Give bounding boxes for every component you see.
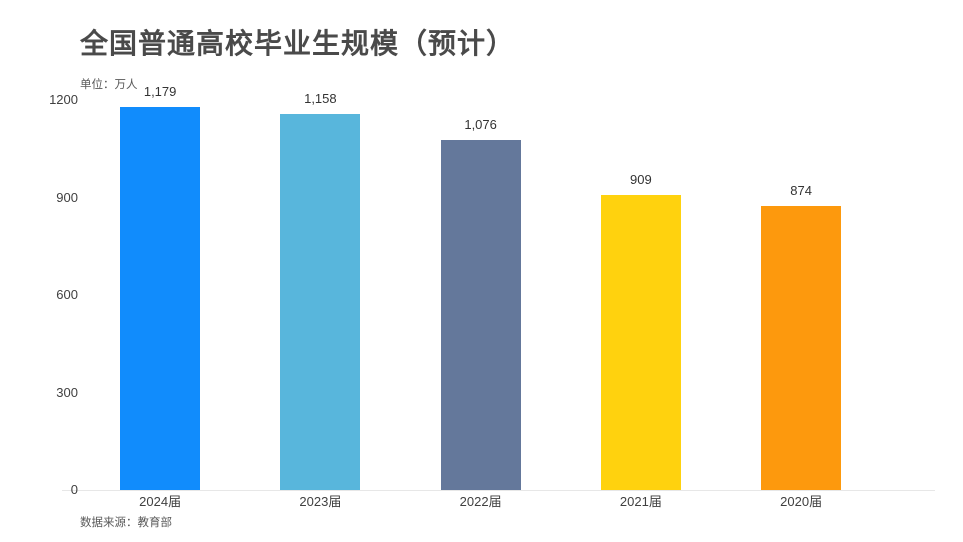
y-tick-label: 300 [56, 384, 78, 400]
data-source: 数据来源：教育部 [80, 517, 172, 529]
x-tick-label: 2022届 [459, 494, 502, 509]
bar-value-label: 909 [630, 171, 652, 187]
y-tick-label: 900 [56, 189, 78, 205]
unit-label: 单位：万人 [80, 79, 138, 91]
bar-value-label: 1,179 [143, 83, 177, 99]
bar-2020届[interactable] [761, 205, 842, 490]
x-axis-line [62, 490, 935, 491]
y-tick-label: 1200 [49, 92, 78, 107]
chart-title: 全国普通高校毕业生规模（预计） [80, 28, 516, 59]
bar-value-label: 1,158 [304, 90, 337, 106]
bar-value-label: 874 [790, 182, 812, 198]
x-tick-label: 2020届 [780, 494, 823, 509]
y-tick-label: 0 [70, 482, 78, 497]
bar-2022届[interactable] [440, 140, 521, 490]
bar-2021届[interactable] [600, 194, 681, 490]
x-tick-label: 2024届 [139, 494, 182, 509]
bar-value-label: 1,076 [464, 117, 497, 133]
y-tick-label: 600 [56, 287, 78, 302]
x-tick-label: 2021届 [619, 494, 662, 509]
x-tick-label: 2023届 [299, 494, 342, 509]
bar-2024届[interactable] [120, 106, 201, 490]
bar-2023届[interactable] [280, 113, 361, 490]
